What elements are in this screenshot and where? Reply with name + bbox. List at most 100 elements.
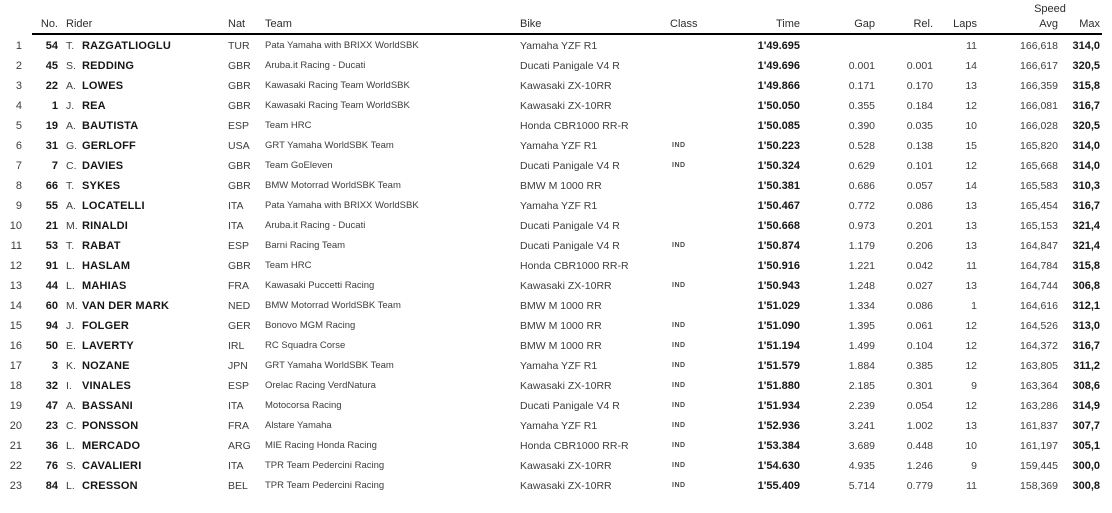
rider-name-cell: A. LOCATELLI [58, 196, 222, 216]
bike-cell: Kawasaki ZX-10RR [520, 460, 612, 472]
rider-number-cell: 31 [45, 140, 58, 152]
rider-number-cell: 22 [45, 80, 58, 92]
team-cell: BMW Motorrad WorldSBK Team [265, 180, 401, 191]
rider-number-cell: 44 [45, 280, 58, 292]
bike-cell: BMW M 1000 RR [520, 180, 602, 192]
position-cell: 23 [9, 480, 22, 492]
rider-initial: L. [66, 440, 75, 452]
max-speed-cell: 312,1 [1072, 300, 1100, 312]
avg-speed-cell: 166,028 [1020, 120, 1058, 132]
rider-number-cell: 3 [51, 360, 58, 372]
avg-speed-cell: 165,454 [1020, 200, 1058, 212]
max-speed-cell: 315,8 [1072, 260, 1100, 272]
position-cell: 3 [15, 80, 22, 92]
rider-number-cell: 53 [45, 240, 58, 252]
gap-cell: 0.528 [848, 140, 875, 152]
laps-column-header: Laps [953, 18, 977, 30]
max-speed-cell: 300,8 [1072, 480, 1100, 492]
rider-initial: I. [66, 380, 72, 392]
nationality-cell: FRA [228, 420, 249, 432]
laps-cell: 12 [965, 360, 977, 372]
rider-number-cell: 54 [45, 40, 58, 52]
max-speed-cell: 320,5 [1072, 120, 1100, 132]
avg-speed-cell: 166,617 [1020, 60, 1058, 72]
gap-cell: 3.241 [848, 420, 875, 432]
rider-number-cell: 76 [45, 460, 58, 472]
table-row: 19 47 A. BASSANI ITA Motocorsa Racing Duc… [0, 396, 1100, 416]
rider-number-cell: 23 [45, 420, 58, 432]
bike-cell: Ducati Panigale V4 R [520, 60, 620, 72]
table-row: 3 22 A. LOWES GBR Kawasaki Racing Team Wo… [0, 76, 1100, 96]
time-cell: 1'49.695 [757, 40, 800, 52]
rider-column-header: Rider [66, 18, 93, 30]
laps-cell: 1 [971, 300, 977, 312]
avg-speed-cell: 164,847 [1020, 240, 1058, 252]
position-cell: 7 [15, 160, 22, 172]
class-cell: IND [672, 362, 686, 369]
time-cell: 1'50.050 [757, 100, 800, 112]
rel-cell: 0.448 [906, 440, 933, 452]
rel-cell: 0.086 [906, 300, 933, 312]
time-cell: 1'50.085 [757, 120, 800, 132]
time-cell: 1'52.936 [757, 420, 800, 432]
table-row: 16 50 E. LAVERTY IRL RC Squadra Corse BMW… [0, 336, 1100, 356]
gap-cell: 0.629 [848, 160, 875, 172]
nationality-cell: BEL [228, 480, 248, 492]
time-cell: 1'51.579 [757, 360, 800, 372]
rider-initial: L. [66, 280, 75, 292]
class-cell: IND [672, 422, 686, 429]
rider-name-cell: M. RINALDI [58, 216, 222, 236]
max-speed-cell: 320,5 [1072, 60, 1100, 72]
class-cell: IND [672, 442, 686, 449]
avg-speed-cell: 164,744 [1020, 280, 1058, 292]
laps-cell: 13 [965, 200, 977, 212]
time-cell: 1'55.409 [757, 480, 800, 492]
max-speed-cell: 321,4 [1072, 220, 1100, 232]
max-speed-cell: 314,0 [1072, 140, 1100, 152]
rider-number-cell: 66 [45, 180, 58, 192]
rider-name-cell: L. MERCADO [58, 436, 222, 456]
rider-surname: REDDING [82, 60, 135, 72]
max-speed-cell: 314,0 [1072, 40, 1100, 52]
rider-name-cell: L. MAHIAS [58, 276, 222, 296]
team-cell: Aruba.it Racing - Ducati [265, 220, 366, 231]
rel-cell: 0.104 [906, 340, 933, 352]
gap-cell: 5.714 [848, 480, 875, 492]
nationality-cell: ARG [228, 440, 251, 452]
gap-cell: 0.001 [848, 60, 875, 72]
rel-cell: 1.002 [906, 420, 933, 432]
rel-cell: 0.138 [906, 140, 933, 152]
bike-cell: Ducati Panigale V4 R [520, 240, 620, 252]
rider-surname: LAVERTY [82, 340, 134, 352]
avg-speed-cell: 164,616 [1020, 300, 1058, 312]
gap-cell: 1.334 [848, 300, 875, 312]
table-row: 22 76 S. CAVALIERI ITA TPR Team Pedercini… [0, 456, 1100, 476]
rel-cell: 0.301 [906, 380, 933, 392]
rider-surname: GERLOFF [82, 140, 136, 152]
team-cell: Kawasaki Puccetti Racing [265, 280, 375, 291]
avg-speed-cell: 166,359 [1020, 80, 1058, 92]
max-speed-cell: 310,3 [1072, 180, 1100, 192]
avg-speed-cell: 158,369 [1020, 480, 1058, 492]
gap-column-header: Gap [854, 18, 875, 30]
position-cell: 5 [15, 120, 22, 132]
rel-cell: 0.779 [906, 480, 933, 492]
gap-cell: 2.239 [848, 400, 875, 412]
gap-cell: 0.772 [848, 200, 875, 212]
nationality-cell: GBR [228, 180, 251, 192]
table-row: 18 32 I. VINALES ESP Orelac Racing VerdNa… [0, 376, 1100, 396]
time-cell: 1'50.223 [757, 140, 800, 152]
team-cell: Kawasaki Racing Team WorldSBK [265, 80, 410, 91]
max-speed-cell: 314,0 [1072, 160, 1100, 172]
rider-initial: G. [66, 140, 78, 152]
rider-number-cell: 7 [51, 160, 58, 172]
rider-surname: PONSSON [82, 420, 139, 432]
rider-surname: VINALES [82, 380, 132, 392]
nationality-cell: GBR [228, 160, 251, 172]
laps-cell: 12 [965, 400, 977, 412]
results-table-body: 1 54 T. RAZGATLIOGLU TUR Pata Yamaha with… [0, 36, 1100, 496]
rider-number-cell: 1 [51, 100, 58, 112]
rider-surname: RAZGATLIOGLU [82, 40, 171, 52]
rider-initial: S. [66, 460, 76, 472]
avg-speed-cell: 164,526 [1020, 320, 1058, 332]
